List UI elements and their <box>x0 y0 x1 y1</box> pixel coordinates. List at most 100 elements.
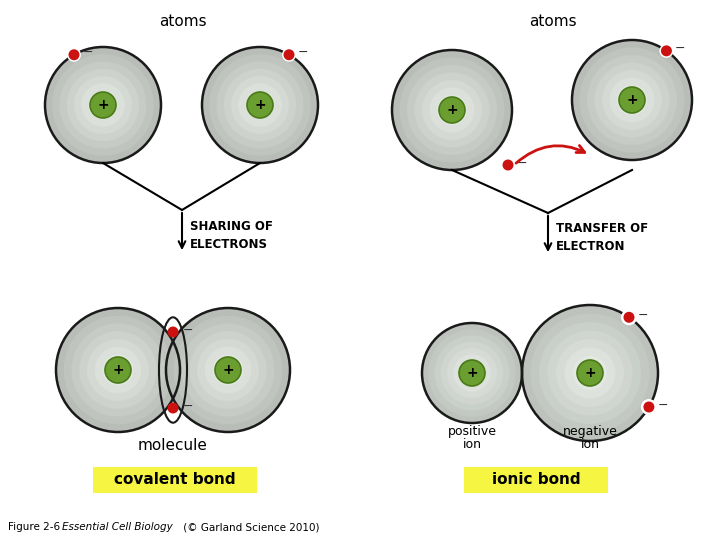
Circle shape <box>56 308 180 432</box>
Circle shape <box>166 308 290 432</box>
Circle shape <box>439 97 465 123</box>
Circle shape <box>641 399 657 415</box>
Circle shape <box>202 47 318 163</box>
Circle shape <box>81 83 125 127</box>
Circle shape <box>204 347 251 393</box>
Text: covalent bond: covalent bond <box>114 472 236 488</box>
Text: atoms: atoms <box>159 15 207 30</box>
Circle shape <box>580 48 685 152</box>
Circle shape <box>437 95 467 125</box>
Circle shape <box>531 314 649 433</box>
Text: negative: negative <box>562 426 618 438</box>
Text: molecule: molecule <box>138 437 208 453</box>
Text: TRANSFER OF: TRANSFER OF <box>556 221 648 234</box>
Circle shape <box>53 54 154 156</box>
Circle shape <box>415 72 490 147</box>
Circle shape <box>602 70 662 130</box>
Circle shape <box>624 312 634 323</box>
Circle shape <box>220 362 235 378</box>
Circle shape <box>660 44 673 58</box>
Circle shape <box>619 87 645 113</box>
Circle shape <box>624 92 639 107</box>
Circle shape <box>617 85 647 115</box>
Text: +: + <box>466 366 478 380</box>
Circle shape <box>422 80 482 140</box>
Circle shape <box>573 356 607 390</box>
Circle shape <box>231 76 289 134</box>
Text: −: − <box>298 46 308 59</box>
Circle shape <box>247 92 273 118</box>
Circle shape <box>246 91 274 119</box>
Circle shape <box>444 103 459 118</box>
Text: +: + <box>254 98 266 112</box>
Text: ion: ion <box>580 438 600 451</box>
Text: Essential Cell Biology: Essential Cell Biology <box>62 522 173 532</box>
Circle shape <box>564 348 616 399</box>
Circle shape <box>174 316 282 424</box>
Text: −: − <box>183 400 193 413</box>
Circle shape <box>87 339 149 401</box>
Circle shape <box>547 330 632 415</box>
Circle shape <box>595 63 670 138</box>
Circle shape <box>422 323 522 423</box>
Circle shape <box>224 69 296 141</box>
Circle shape <box>459 361 485 386</box>
Circle shape <box>434 335 510 410</box>
Circle shape <box>392 50 512 170</box>
Circle shape <box>284 49 294 60</box>
Circle shape <box>556 339 624 407</box>
FancyBboxPatch shape <box>93 467 257 493</box>
Circle shape <box>168 327 179 338</box>
Circle shape <box>96 98 110 112</box>
Circle shape <box>621 309 637 325</box>
Circle shape <box>661 45 672 56</box>
Text: ELECTRONS: ELECTRONS <box>190 238 268 251</box>
Text: +: + <box>446 103 458 117</box>
Circle shape <box>189 331 266 409</box>
Circle shape <box>217 62 304 148</box>
Text: −: − <box>657 399 668 411</box>
Text: −: − <box>638 309 648 322</box>
Circle shape <box>577 360 603 386</box>
Text: +: + <box>626 93 638 107</box>
Circle shape <box>466 367 478 379</box>
Circle shape <box>95 347 141 393</box>
Text: ELECTRON: ELECTRON <box>556 240 626 253</box>
Circle shape <box>67 48 81 62</box>
Text: SHARING OF: SHARING OF <box>190 219 273 233</box>
Circle shape <box>441 342 503 404</box>
Circle shape <box>71 323 164 416</box>
Circle shape <box>587 55 677 145</box>
Circle shape <box>539 322 641 424</box>
Text: −: − <box>517 157 527 170</box>
Circle shape <box>572 40 692 160</box>
Text: −: − <box>183 323 193 336</box>
Circle shape <box>238 83 282 127</box>
Circle shape <box>522 305 658 441</box>
Circle shape <box>168 402 179 414</box>
Text: Figure 2-6: Figure 2-6 <box>8 522 67 532</box>
Text: +: + <box>112 363 124 377</box>
Circle shape <box>68 49 79 60</box>
Circle shape <box>60 62 146 148</box>
Text: ion: ion <box>462 438 482 451</box>
Circle shape <box>110 362 126 378</box>
FancyBboxPatch shape <box>464 467 608 493</box>
Circle shape <box>67 69 139 141</box>
Text: (© Garland Science 2010): (© Garland Science 2010) <box>180 522 320 532</box>
Circle shape <box>500 157 516 173</box>
Circle shape <box>215 357 241 383</box>
Circle shape <box>454 354 491 392</box>
Circle shape <box>90 92 116 118</box>
Circle shape <box>212 354 243 386</box>
FancyArrowPatch shape <box>516 145 585 163</box>
Text: +: + <box>97 98 109 112</box>
Text: atoms: atoms <box>529 15 577 30</box>
Circle shape <box>459 360 485 386</box>
Circle shape <box>210 54 311 156</box>
Circle shape <box>89 91 117 119</box>
Circle shape <box>181 323 274 416</box>
Circle shape <box>644 402 654 413</box>
Text: positive: positive <box>448 426 497 438</box>
Circle shape <box>45 47 161 163</box>
